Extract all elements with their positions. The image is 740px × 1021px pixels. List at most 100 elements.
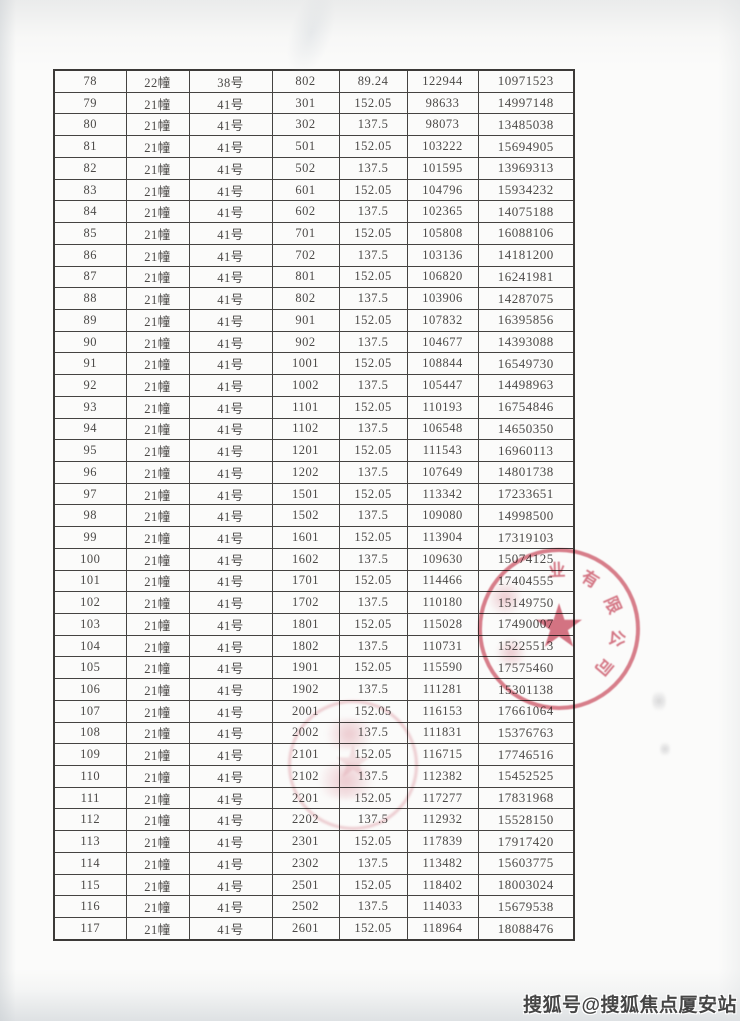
table-cell: 2501 [271,873,340,897]
table-cell: 104677 [406,330,479,354]
table-row: 97 21幢 41号 1501 152.05 113342 17233651 [53,482,575,506]
scan-shading-right [718,0,740,1021]
table-cell: 2202 [271,808,340,832]
table-cell: 152.05 [338,656,408,680]
table-cell: 1201 [271,439,340,462]
table-cell: 15603775 [477,851,575,875]
table-cell: 137.5 [338,460,408,484]
table-cell: 116 [53,895,127,919]
table-row: 100 21幢 41号 1602 137.5 109630 15074125 [53,547,575,571]
table-cell: 21幢 [125,308,190,332]
table-cell: 16549730 [477,352,575,376]
table-row: 94 21幢 41号 1102 137.5 106548 14650350 [53,417,575,441]
table-cell: 152.05 [338,308,408,332]
table-cell: 1601 [271,526,340,549]
table-cell: 21幢 [125,460,190,484]
table-row: 92 21幢 41号 1002 137.5 105447 14498963 [53,374,575,397]
table-cell: 137.5 [338,287,408,310]
table-cell: 41号 [188,721,273,745]
table-cell: 21幢 [125,200,190,224]
table-cell: 41号 [188,613,273,636]
table-cell: 14650350 [477,417,575,441]
table-cell: 2002 [271,721,340,745]
table-row: 103 21幢 41号 1801 152.05 115028 17490007 [53,613,575,636]
table-row: 88 21幢 41号 802 137.5 103906 14287075 [53,287,575,310]
table-row: 93 21幢 41号 1101 152.05 110193 16754846 [53,395,575,419]
seal-arc-char: 公 [605,628,628,649]
table-row: 114 21幢 41号 2302 137.5 113482 15603775 [53,851,575,875]
table-row: 112 21幢 41号 2202 137.5 112932 15528150 [53,808,575,832]
table-row: 109 21幢 41号 2101 152.05 116715 17746516 [53,743,575,767]
table-cell: 21幢 [125,851,190,875]
seal-arc-char: 限 [599,593,625,618]
table-cell: 21幢 [125,765,190,788]
table-cell: 17404555 [477,569,575,593]
table-cell: 601 [271,178,340,202]
table-cell: 21幢 [125,786,190,810]
table-cell: 15149750 [477,591,575,615]
table-cell: 17490007 [477,613,575,636]
table-cell: 41号 [188,287,273,310]
table-cell: 137.5 [338,374,408,397]
table-cell: 17575460 [477,656,575,680]
table-cell: 21幢 [125,613,190,636]
table-cell: 16241981 [477,265,575,289]
table-cell: 90 [53,330,127,354]
table-cell: 16395856 [477,308,575,332]
table-cell: 41号 [188,243,273,267]
table-cell: 92 [53,374,127,397]
table-cell: 21幢 [125,504,190,528]
table-cell: 41号 [188,547,273,571]
table-cell: 15694905 [477,135,575,158]
scan-shading-left [0,0,16,1021]
table-cell: 22幢 [125,69,190,93]
table-cell: 41号 [188,265,273,289]
table-cell: 152.05 [338,395,408,419]
table-cell: 137.5 [338,678,408,701]
seal-arc-char: 司 [590,653,617,680]
table-cell: 113342 [406,482,479,506]
table-row: 107 21幢 41号 2001 152.05 116153 17661064 [53,699,575,723]
table-cell: 41号 [188,743,273,767]
table-cell: 41号 [188,526,273,549]
table-cell: 152.05 [338,830,408,853]
table-cell: 1901 [271,656,340,680]
table-cell: 113904 [406,526,479,549]
table-cell: 14181200 [477,243,575,267]
table-cell: 41号 [188,569,273,593]
table-cell: 137.5 [338,591,408,615]
table-cell: 13969313 [477,156,575,180]
table-cell: 152.05 [338,222,408,245]
table-cell: 98 [53,504,127,528]
table-row: 108 21幢 41号 2002 137.5 111831 15376763 [53,721,575,745]
price-table-body: 78 22幢 38号 802 89.24 122944 10971523 79 21幢 41号 30… [53,69,575,941]
table-cell: 78 [53,69,127,93]
table-cell: 103 [53,613,127,636]
table-cell: 801 [271,265,340,289]
table-cell: 1001 [271,352,340,376]
table-cell: 99 [53,526,127,549]
table-cell: 1101 [271,395,340,419]
table-cell: 106548 [406,417,479,441]
table-cell: 105 [53,656,127,680]
table-cell: 15528150 [477,808,575,832]
table-cell: 89 [53,308,127,332]
table-cell: 902 [271,330,340,354]
table-cell: 86 [53,243,127,267]
table-cell: 41号 [188,113,273,137]
table-cell: 114 [53,851,127,875]
table-cell: 10971523 [477,69,575,93]
table-cell: 301 [271,91,340,115]
table-cell: 15376763 [477,721,575,745]
table-cell: 152.05 [338,526,408,549]
table-row: 91 21幢 41号 1001 152.05 108844 16549730 [53,352,575,376]
table-cell: 21幢 [125,591,190,615]
scan-speck [652,688,666,714]
sohu-watermark: 搜狐号@搜狐焦点厦安站 [522,995,737,1016]
table-row: 78 22幢 38号 802 89.24 122944 10971523 [53,69,575,93]
table-cell: 41号 [188,135,273,158]
table-cell: 41号 [188,374,273,397]
table-cell: 2502 [271,895,340,919]
table-cell: 14997148 [477,91,575,115]
table-cell: 17917420 [477,830,575,853]
